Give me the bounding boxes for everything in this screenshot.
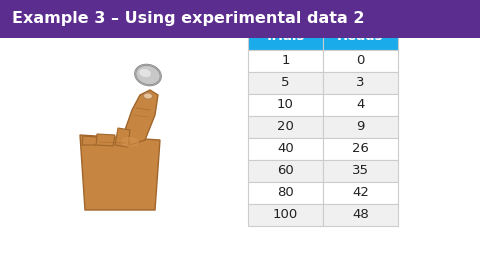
FancyBboxPatch shape [323, 182, 398, 204]
FancyBboxPatch shape [323, 160, 398, 182]
FancyBboxPatch shape [323, 116, 398, 138]
FancyBboxPatch shape [0, 0, 480, 38]
Polygon shape [125, 90, 158, 145]
FancyBboxPatch shape [323, 204, 398, 226]
FancyBboxPatch shape [248, 94, 323, 116]
Ellipse shape [121, 137, 139, 147]
FancyBboxPatch shape [248, 50, 323, 72]
Polygon shape [82, 136, 97, 145]
FancyBboxPatch shape [248, 204, 323, 226]
FancyBboxPatch shape [248, 138, 323, 160]
Text: 60: 60 [277, 164, 294, 177]
Text: 0: 0 [356, 55, 365, 68]
Text: 9: 9 [356, 120, 365, 133]
Text: 40: 40 [277, 143, 294, 156]
FancyBboxPatch shape [323, 50, 398, 72]
FancyBboxPatch shape [248, 116, 323, 138]
FancyBboxPatch shape [323, 94, 398, 116]
Polygon shape [115, 128, 130, 147]
Polygon shape [80, 135, 160, 210]
Text: 5: 5 [281, 76, 290, 89]
FancyBboxPatch shape [323, 72, 398, 94]
Ellipse shape [144, 93, 153, 99]
FancyBboxPatch shape [323, 24, 398, 50]
Ellipse shape [135, 65, 161, 85]
Text: Trials: Trials [265, 31, 306, 43]
Text: 10: 10 [277, 99, 294, 112]
Text: 100: 100 [273, 208, 298, 221]
Text: 48: 48 [352, 208, 369, 221]
Polygon shape [95, 134, 115, 146]
Text: 20: 20 [277, 120, 294, 133]
Text: 3: 3 [356, 76, 365, 89]
FancyBboxPatch shape [248, 160, 323, 182]
Text: Heads: Heads [337, 31, 384, 43]
FancyBboxPatch shape [248, 24, 323, 50]
Ellipse shape [139, 69, 151, 77]
FancyBboxPatch shape [323, 138, 398, 160]
FancyBboxPatch shape [248, 72, 323, 94]
Text: 80: 80 [277, 187, 294, 200]
Text: 1: 1 [281, 55, 290, 68]
Text: Example 3 – Using experimental data 2: Example 3 – Using experimental data 2 [12, 12, 364, 26]
FancyBboxPatch shape [248, 182, 323, 204]
Text: 35: 35 [352, 164, 369, 177]
Text: 26: 26 [352, 143, 369, 156]
Text: 4: 4 [356, 99, 365, 112]
Text: 42: 42 [352, 187, 369, 200]
